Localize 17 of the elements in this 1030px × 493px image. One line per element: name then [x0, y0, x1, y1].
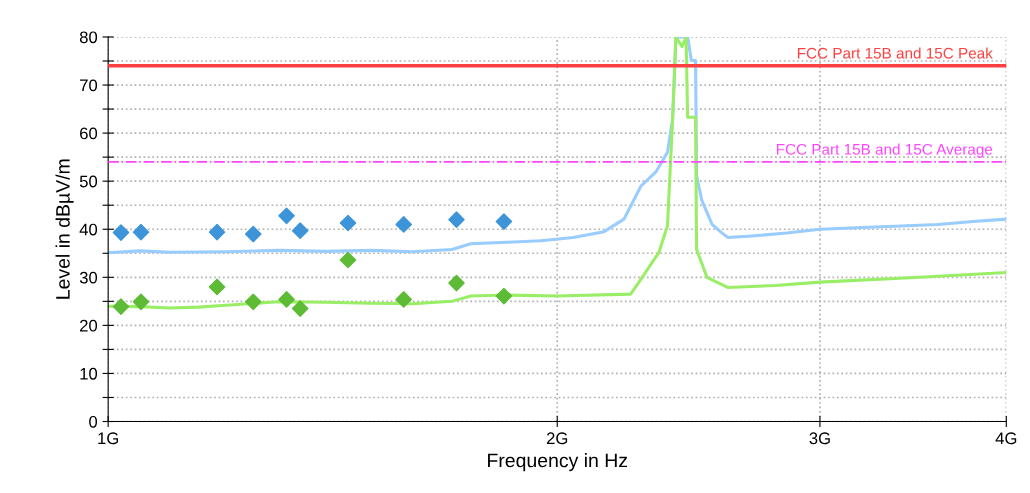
y-tick-label: 30: [79, 271, 98, 284]
x-tick-label: 2G: [546, 432, 568, 445]
y-tick-label: 50: [79, 175, 98, 188]
y-axis-title: Level in dBµV/m: [55, 159, 74, 299]
y-tick-label: 60: [80, 127, 98, 140]
y-tick-label: 70: [80, 79, 98, 92]
y-tick-label: 20: [80, 319, 98, 332]
y-tick-label: 80: [79, 31, 98, 44]
ref-line-label: FCC Part 15B and 15C Average: [776, 143, 993, 158]
x-tick-label: 3G: [809, 432, 830, 445]
x-tick-label: 1G: [98, 432, 119, 445]
y-tick-label: 10: [80, 367, 98, 380]
ref-line-label: FCC Part 15B and 15C Peak: [797, 47, 993, 59]
x-axis-title: Frequency in Hz: [488, 453, 628, 472]
x-tick-label: 4G: [995, 432, 1017, 445]
y-tick-label: 0: [89, 415, 98, 428]
y-tick-label: 40: [79, 223, 98, 236]
